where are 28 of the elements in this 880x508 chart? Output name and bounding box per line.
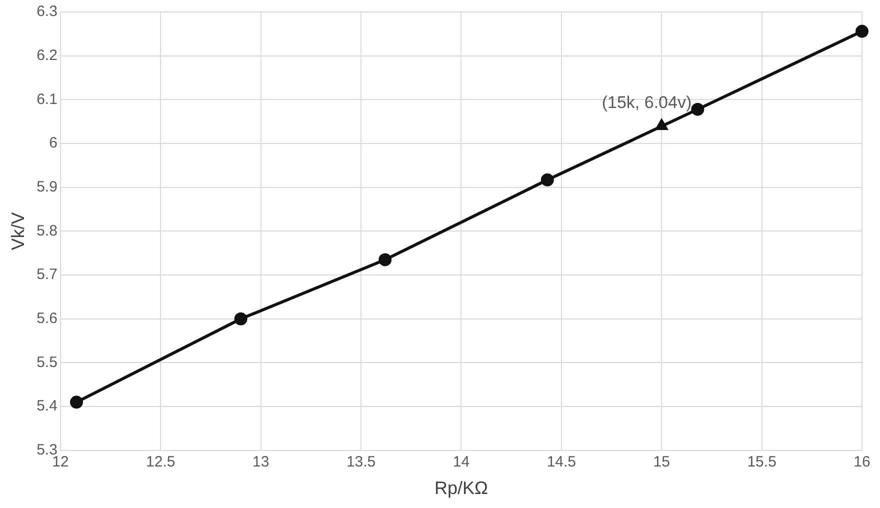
point [70, 396, 83, 409]
x-tick-label: 12 [52, 454, 69, 471]
y-tick-label: 6.1 [36, 90, 58, 108]
y-tick-label: 6.3 [36, 3, 58, 20]
y-tick-label: 5.4 [36, 398, 58, 415]
x-tick-label: 16 [854, 454, 870, 471]
y-tick-label: 6.2 [36, 46, 58, 64]
y-tick-label: 5.6 [36, 310, 58, 328]
x-tick-label: 14.5 [546, 454, 576, 471]
y-tick-label: 5.7 [36, 266, 58, 284]
point [234, 312, 248, 326]
y-axis-title: Vk/V [8, 212, 28, 250]
y-tick-label: 6 [49, 134, 58, 152]
x-tick-label: 13.5 [346, 454, 376, 471]
point [691, 102, 704, 116]
x-tick-label: 13 [252, 454, 270, 471]
x-axis-title: Rp/KΩ [434, 478, 488, 498]
annotation: (15k, 6.04v) [602, 93, 692, 112]
y-tick-label: 5.8 [36, 222, 58, 240]
point [378, 253, 392, 266]
y-tick-label: 5.9 [36, 178, 58, 196]
point [856, 24, 868, 38]
x-tick-label: 15 [653, 454, 670, 471]
x-tick-label: 12.5 [146, 454, 176, 471]
y-tick-label: 5.5 [36, 354, 58, 371]
x-tick-label: 15.5 [747, 454, 776, 471]
point [540, 173, 554, 186]
x-tick-label: 14 [452, 454, 470, 471]
